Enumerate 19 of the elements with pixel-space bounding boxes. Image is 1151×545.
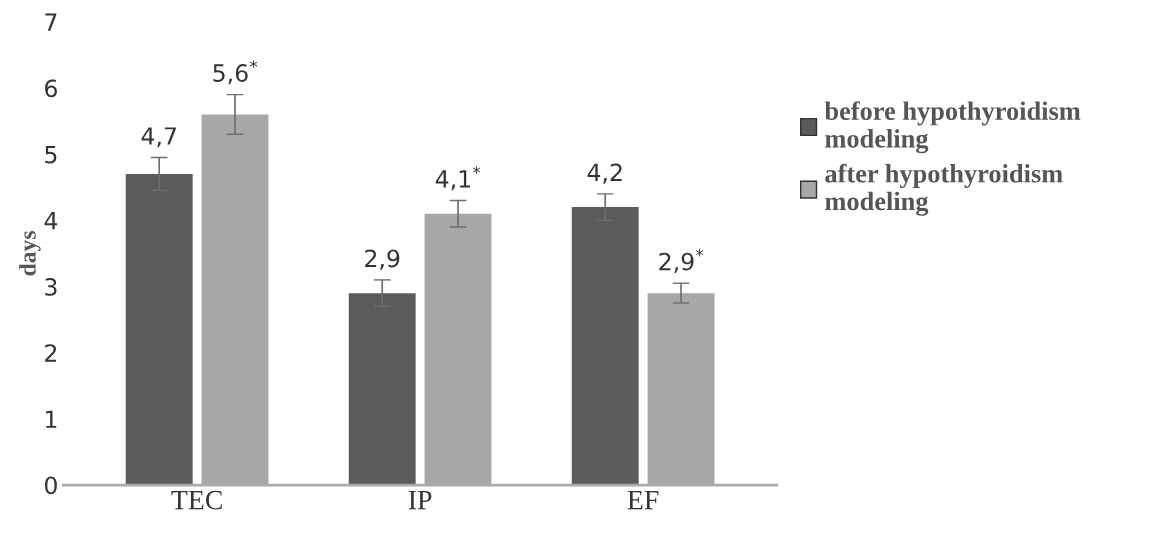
y-tick-label: 0 [44,476,57,495]
y-tick-label: 3 [45,277,57,296]
y-tick-label: 6 [45,79,57,98]
y-tick-label: 4 [44,212,58,230]
data-label: 4,1$^{*}$ [435,166,481,191]
y-tick-label: 2 [45,344,57,362]
x-tick-label: EF [627,491,659,510]
data-label: 5,6$^{*}$ [213,60,258,85]
legend-label: after hypothyroidism modeling [825,163,1063,216]
y-tick-label: 5 [45,145,57,164]
y-tick-label: 1 [46,410,57,428]
y-tick-label: 7 [45,13,57,31]
x-tick-label: IP [408,491,432,510]
data-label: 4,2 [587,163,622,184]
x-tick-label: TEC [171,490,222,510]
data-label: 2,9$^{*}$ [659,248,704,273]
data-label: 4,7 [141,127,176,148]
data-label: 2,9 [365,249,400,270]
y-axis-title: days [19,231,41,276]
